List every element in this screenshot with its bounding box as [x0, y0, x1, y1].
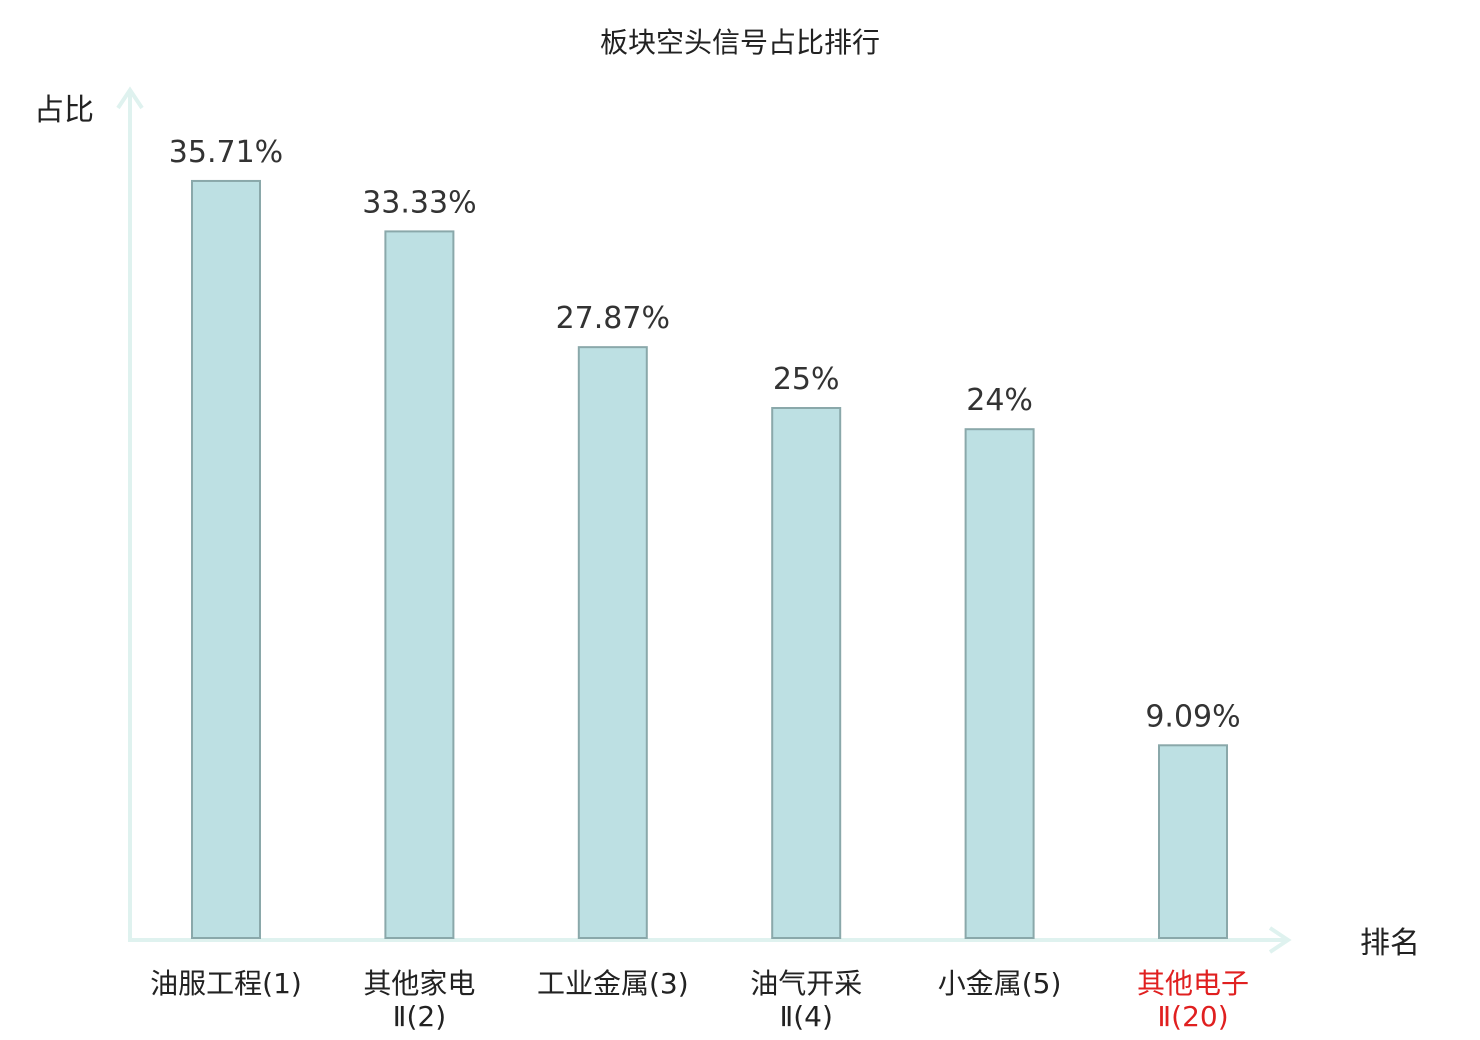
axes: [116, 86, 1292, 954]
category-label-5: 小金属(5): [938, 967, 1062, 1000]
category-label-4-line-2: Ⅱ(4): [779, 1000, 832, 1033]
bar-2: [384, 230, 455, 940]
category-label-4-line-1: 油气开采: [750, 967, 862, 1000]
value-label-1: 35.71%: [169, 135, 283, 170]
category-label-2-line-2: Ⅱ(2): [393, 1000, 446, 1033]
bar-6: [1158, 744, 1228, 939]
bar-4: [771, 407, 842, 939]
x-axis-arrow: [1268, 926, 1292, 954]
category-label-6-line-1: 其他电子: [1137, 967, 1249, 1000]
category-label-6-line-2: Ⅱ(20): [1157, 1000, 1228, 1033]
category-label-2-line-1: 其他家电: [363, 967, 475, 1000]
value-label-6: 9.09%: [1145, 699, 1240, 734]
bar-5: [964, 428, 1035, 939]
y-axis-label: 占比: [34, 93, 94, 128]
bar-1: [191, 179, 261, 939]
y-axis-arrow: [116, 86, 144, 110]
x-axis-label: 排名: [1360, 926, 1420, 961]
value-label-2: 33.33%: [362, 185, 476, 220]
bars-group: [191, 179, 1228, 940]
chart-title: 板块空头信号占比排行: [600, 26, 880, 59]
value-label-3: 27.87%: [556, 301, 670, 336]
value-label-5: 24%: [966, 383, 1033, 418]
value-label-4: 25%: [773, 362, 840, 397]
category-label-3: 工业金属(3): [537, 967, 689, 1000]
category-label-1: 油服工程(1): [150, 967, 302, 1000]
value-labels-group: 35.71% 33.33% 27.87% 25% 24% 9.09%: [169, 135, 1241, 734]
bar-3: [577, 346, 648, 939]
